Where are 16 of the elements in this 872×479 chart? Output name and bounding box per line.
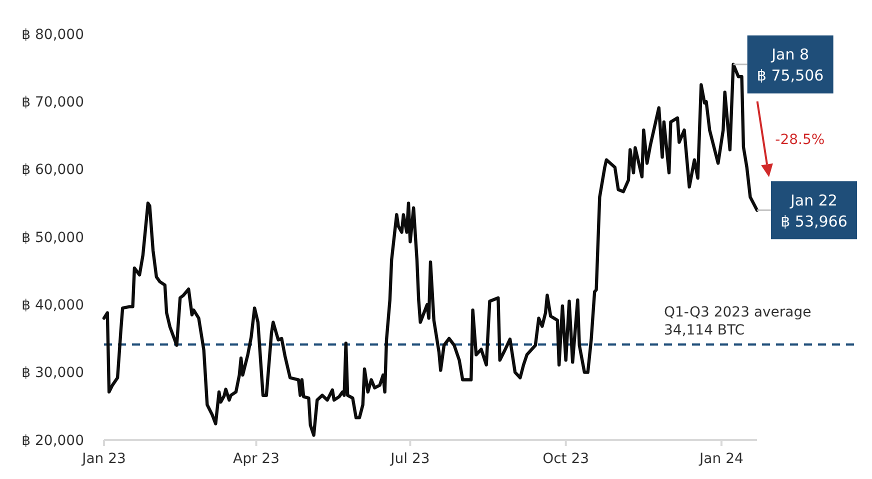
y-tick-label: ฿ 40,000 bbox=[22, 298, 84, 314]
text: -28.5% bbox=[775, 132, 825, 148]
annotation: Jan 8 ฿ 75,506 bbox=[756, 46, 824, 85]
x-tick-label: Jan 23 bbox=[81, 451, 126, 467]
annotation: Jan 22 ฿ 53,966 bbox=[780, 191, 848, 230]
y-tick-label: ฿ 70,000 bbox=[22, 94, 84, 111]
x-tick-label: Jul 23 bbox=[390, 451, 430, 467]
x-tick-label: Apr 23 bbox=[233, 451, 280, 467]
y-tick-label: ฿ 50,000 bbox=[22, 230, 84, 246]
ref-line-label: Q1-Q3 2023 average 34,114 BTC bbox=[664, 304, 812, 338]
y-tick-label: ฿ 60,000 bbox=[22, 162, 84, 178]
y-tick-label: ฿ 20,000 bbox=[22, 432, 84, 449]
x-tick-label: Oct 23 bbox=[542, 451, 590, 467]
y-tick-label: ฿ 80,000 bbox=[22, 26, 84, 43]
y-tick-label: ฿ 30,000 bbox=[22, 365, 84, 382]
x-tick-label: Jan 24 bbox=[698, 451, 744, 467]
